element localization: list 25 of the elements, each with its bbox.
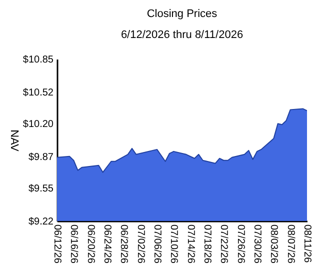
x-tick-label: 07/14/26 — [184, 224, 196, 264]
y-tick-label: $10.20 — [22, 119, 54, 130]
x-tick-label: 08/03/26 — [268, 224, 280, 264]
x-tick-label: 07/02/26 — [134, 224, 146, 264]
x-tick-label: 07/22/26 — [218, 224, 230, 264]
x-tick-label: 06/28/26 — [118, 224, 130, 264]
y-tick-label: $10.85 — [22, 54, 54, 66]
x-tick-label: 07/18/26 — [202, 224, 212, 264]
x-tick-label: 08/07/26 — [284, 224, 296, 264]
x-tick-label: 07/30/26 — [252, 224, 262, 264]
y-tick-label: $9.22 — [28, 216, 54, 228]
x-tick-label: 06/24/26 — [102, 224, 112, 264]
y-tick-label: $9.87 — [28, 152, 54, 163]
x-tick-label: 06/16/26 — [68, 224, 80, 264]
x-tick-label: 07/26/26 — [234, 224, 246, 264]
x-tick-label: 07/06/26 — [152, 224, 162, 264]
x-tick-label: 06/12/26 — [52, 224, 62, 264]
y-tick-label: $10.52 — [22, 87, 54, 98]
chart-subtitle: 6/12/2026 thru 8/11/2026 — [120, 29, 244, 41]
x-tick-label: 07/10/26 — [168, 224, 180, 264]
chart-title: Closing Prices — [146, 8, 218, 20]
y-axis-title: NAV — [8, 130, 20, 152]
y-tick-label: $9.55 — [28, 184, 54, 195]
x-tick-label: 06/20/26 — [84, 224, 96, 264]
x-tick-label: 08/11/26 — [302, 224, 312, 264]
